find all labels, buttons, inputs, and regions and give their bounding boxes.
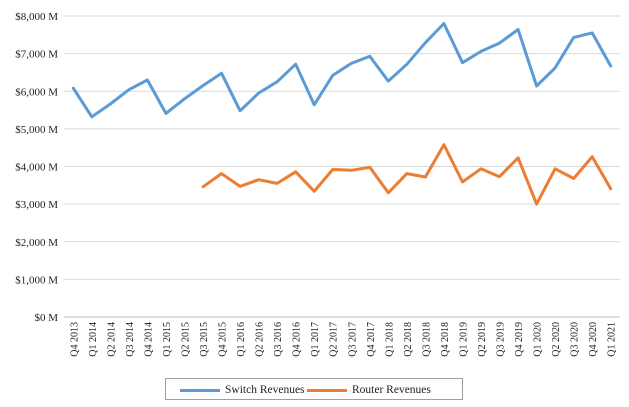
x-tick-label: Q1 2017 xyxy=(310,322,321,357)
x-tick-label: Q3 2018 xyxy=(421,322,432,357)
x-tick-label: Q2 2018 xyxy=(403,322,414,357)
x-tick-label: Q3 2017 xyxy=(347,322,358,357)
legend-item-switch: Switch Revenues xyxy=(180,383,305,397)
gridlines xyxy=(64,15,620,280)
x-tick-label: Q4 2016 xyxy=(292,322,303,357)
x-tick-label: Q2 2020 xyxy=(551,322,562,357)
x-tick-label: Q1 2018 xyxy=(384,322,395,357)
y-tick-label: $6,000 M xyxy=(15,86,58,98)
y-tick-label: $7,000 M xyxy=(15,49,58,61)
legend-item-router: Router Revenues xyxy=(307,383,431,397)
x-tick-label: Q3 2015 xyxy=(199,322,210,357)
x-tick-label: Q4 2020 xyxy=(588,322,599,357)
x-tick-label: Q2 2016 xyxy=(255,322,266,357)
x-tick-label: Q4 2014 xyxy=(143,322,154,357)
x-tick-label: Q4 2013 xyxy=(69,322,80,357)
legend-swatch-router xyxy=(307,388,347,392)
x-tick-label: Q2 2019 xyxy=(477,322,488,357)
x-tick-label: Q1 2020 xyxy=(533,322,544,357)
legend-label-router: Router Revenues xyxy=(352,384,431,396)
series-line-switch-revenues xyxy=(71,22,613,119)
y-axis-tick-labels: $0 M $1,000 M $2,000 M $3,000 M $4,000 M $5,0… xyxy=(15,11,58,324)
x-tick-label: Q2 2014 xyxy=(106,322,117,357)
y-tick-label: $3,000 M xyxy=(15,199,58,211)
x-tick-label: Q1 2015 xyxy=(162,322,173,357)
x-tick-label: Q2 2015 xyxy=(180,322,191,357)
x-tick-label: Q4 2019 xyxy=(514,322,525,357)
x-tick-label: Q3 2020 xyxy=(570,322,581,357)
x-tick-label: Q4 2017 xyxy=(366,322,377,357)
y-tick-label: $1,000 M xyxy=(15,274,58,286)
x-tick-label: Q1 2014 xyxy=(88,322,99,357)
x-tick-label: Q3 2016 xyxy=(273,322,284,357)
x-axis-tick-labels: Q4 2013 Q1 2014 Q2 2014 Q3 2014 Q4 2014 Q1 20… xyxy=(69,322,617,357)
legend: Switch Revenues Router Revenues xyxy=(165,378,463,400)
y-tick-label: $2,000 M xyxy=(15,237,58,249)
y-tick-label: $5,000 M xyxy=(15,124,58,136)
x-tick-label: Q3 2014 xyxy=(125,322,136,357)
y-tick-label: $0 M xyxy=(34,312,58,324)
x-tick-label: Q1 2016 xyxy=(236,322,247,357)
legend-label-switch: Switch Revenues xyxy=(225,384,305,396)
x-tick-label: Q4 2018 xyxy=(440,322,451,357)
series-lines xyxy=(71,22,613,206)
series-line-router-revenues xyxy=(201,143,613,206)
y-tick-label: $8,000 M xyxy=(15,11,58,23)
x-tick-label: Q4 2015 xyxy=(218,322,229,357)
y-tick-label: $4,000 M xyxy=(15,162,58,174)
legend-swatch-switch xyxy=(180,388,220,392)
x-tick-label: Q1 2021 xyxy=(607,322,618,357)
x-tick-label: Q3 2019 xyxy=(496,322,507,357)
x-tick-label: Q1 2019 xyxy=(458,322,469,357)
x-tick-label: Q2 2017 xyxy=(329,322,340,357)
